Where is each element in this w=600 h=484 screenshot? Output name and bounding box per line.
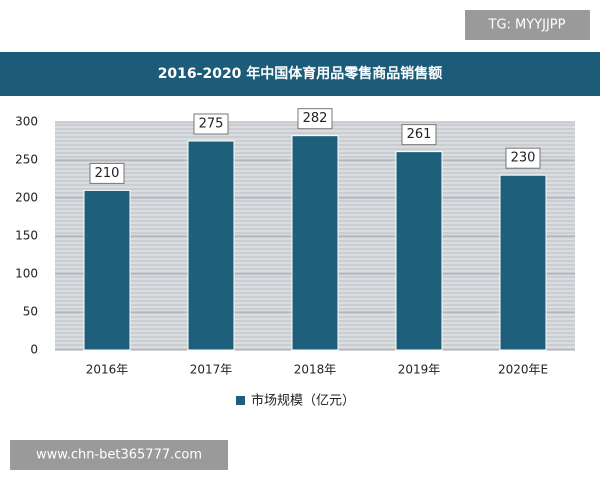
x-tick-label: 2018年 — [294, 363, 337, 377]
legend-label: 市场规模（亿元） — [251, 393, 355, 409]
y-tick-label: 100 — [15, 267, 38, 281]
value-label-box — [401, 124, 437, 146]
bar — [291, 135, 339, 351]
y-tick-label: 0 — [30, 343, 38, 357]
y-tick-label: 150 — [15, 229, 38, 243]
bar — [83, 189, 131, 351]
y-tick-label: 300 — [15, 115, 38, 129]
value-label: 261 — [407, 127, 432, 142]
y-tick-label: 50 — [23, 305, 38, 319]
value-label-box — [89, 162, 125, 184]
x-tick-label: 2016年 — [86, 363, 129, 377]
x-tick-label: 2019年 — [398, 363, 441, 377]
watermark: TG: MYYJJPP — [488, 18, 566, 33]
watermark-box — [465, 10, 590, 40]
value-label-box — [505, 147, 541, 169]
title-bar — [0, 52, 600, 96]
bar — [187, 140, 235, 351]
value-label: 230 — [511, 151, 536, 166]
watermark-box — [10, 440, 228, 470]
y-tick-label: 250 — [15, 153, 38, 167]
value-label-box — [193, 113, 229, 135]
value-label: 275 — [199, 117, 224, 132]
y-tick-label: 200 — [15, 191, 38, 205]
bar — [395, 151, 443, 351]
x-tick-label: 2020年E — [498, 363, 548, 377]
chart-title: 2016-2020 年中国体育用品零售商品销售额 — [158, 65, 443, 82]
watermark: www.chn-bet365777.com — [36, 448, 202, 463]
value-label: 210 — [95, 166, 120, 181]
value-label-box — [297, 108, 333, 130]
value-label: 282 — [303, 111, 328, 126]
legend-swatch — [236, 396, 245, 405]
x-tick-label: 2017年 — [190, 363, 233, 377]
bar — [499, 174, 547, 351]
